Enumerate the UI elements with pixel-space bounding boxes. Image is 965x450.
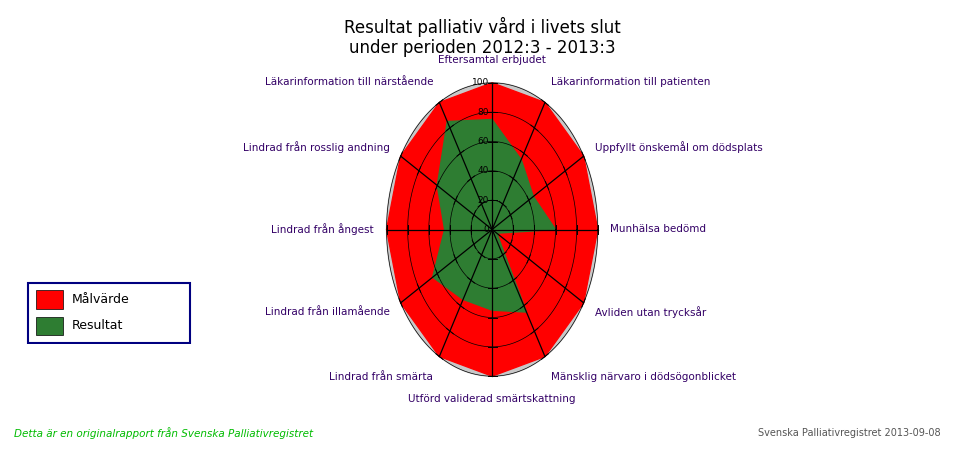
Text: under perioden 2012:3 - 2013:3: under perioden 2012:3 - 2013:3: [349, 39, 616, 57]
Polygon shape: [432, 120, 556, 312]
Bar: [36, 290, 63, 309]
Text: Mänsklig närvaro i dödsögonblicket: Mänsklig närvaro i dödsögonblicket: [551, 372, 736, 382]
Text: Svenska Palliativregistret 2013-09-08: Svenska Palliativregistret 2013-09-08: [758, 428, 941, 438]
Text: 20: 20: [478, 196, 489, 205]
Polygon shape: [387, 83, 597, 376]
Text: Lindrad från smärta: Lindrad från smärta: [329, 372, 433, 382]
Text: Utförd validerad smärtskattning: Utförd validerad smärtskattning: [408, 394, 576, 404]
Text: Lindrad från ångest: Lindrad från ångest: [271, 224, 373, 235]
Text: 0: 0: [483, 225, 489, 234]
Text: Uppfyllt önskemål om dödsplats: Uppfyllt önskemål om dödsplats: [594, 141, 762, 153]
Text: 100: 100: [472, 78, 489, 87]
Text: 40: 40: [478, 166, 489, 176]
Text: Läkarinformation till patienten: Läkarinformation till patienten: [551, 77, 710, 87]
Text: Resultat: Resultat: [71, 320, 123, 333]
Text: 60: 60: [478, 137, 489, 146]
Text: Målvärde: Målvärde: [71, 293, 129, 306]
FancyBboxPatch shape: [27, 283, 189, 343]
Text: Detta är en originalrapport från Svenska Palliativregistret: Detta är en originalrapport från Svenska…: [14, 427, 314, 439]
Text: Munhälsa bedömd: Munhälsa bedömd: [611, 225, 706, 234]
Text: Läkarinformation till närstående: Läkarinformation till närstående: [264, 77, 433, 87]
Text: 80: 80: [478, 108, 489, 117]
Text: Resultat palliativ vård i livets slut: Resultat palliativ vård i livets slut: [345, 17, 620, 37]
Text: Eftersamtal erbjudet: Eftersamtal erbjudet: [438, 55, 546, 65]
Bar: [36, 316, 63, 335]
Text: Lindrad från rosslig andning: Lindrad från rosslig andning: [243, 141, 390, 153]
Text: Avliden utan trycksår: Avliden utan trycksår: [594, 306, 705, 318]
Polygon shape: [387, 83, 597, 376]
Text: Lindrad från illamående: Lindrad från illamående: [264, 306, 390, 317]
